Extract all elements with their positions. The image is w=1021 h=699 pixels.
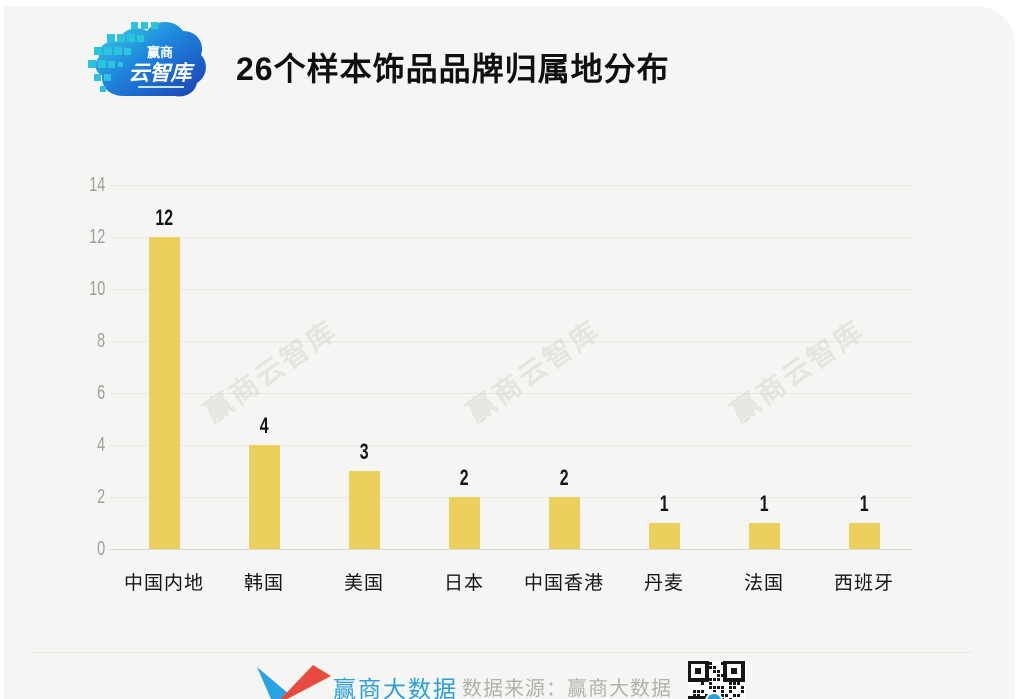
bar-日本 <box>448 497 480 549</box>
y-axis-tick-label: 12 <box>88 226 105 248</box>
logo-text-main: 云智库 <box>129 61 196 85</box>
x-axis-label-中国内地: 中国内地 <box>123 573 204 594</box>
gridline-y12 <box>110 237 913 238</box>
x-axis-label-丹麦: 丹麦 <box>643 573 684 594</box>
wing-blue <box>257 667 289 699</box>
bar-value-label: 2 <box>459 465 469 490</box>
bar-value-label: 1 <box>859 491 869 516</box>
gridline-y2 <box>110 497 913 498</box>
y-axis-tick-label: 6 <box>96 382 105 404</box>
gridline-y0 <box>110 549 913 550</box>
bar-value-label: 2 <box>559 465 569 490</box>
y-axis-tick-label: 14 <box>88 174 105 196</box>
gridline-y4 <box>110 445 913 446</box>
y-axis-tick-label: 8 <box>96 330 105 352</box>
footer-brand-name: 赢商大数据 <box>333 676 458 699</box>
x-axis-label-韩国: 韩国 <box>243 573 284 594</box>
pixel-squares <box>88 22 158 92</box>
bar-西班牙 <box>848 523 880 549</box>
gridline-y8 <box>110 341 913 342</box>
data-source-label: 数据来源：赢商大数据 <box>462 678 672 699</box>
x-axis-label-法国: 法国 <box>743 573 784 594</box>
x-axis-label-中国香港: 中国香港 <box>523 573 604 594</box>
chart-title: 26个样本饰品品牌归属地分布 <box>236 51 670 87</box>
yingshang-cloud-logo: 赢商 云智库 <box>88 22 206 97</box>
bar-法国 <box>748 523 780 549</box>
x-axis-label-西班牙: 西班牙 <box>833 573 894 594</box>
qr-code <box>688 661 746 699</box>
gridline-y6 <box>110 393 913 394</box>
bar-value-label: 1 <box>659 491 669 516</box>
bar-value-label: 12 <box>155 205 173 230</box>
bar-value-label: 4 <box>259 413 269 438</box>
y-axis-tick-label: 4 <box>96 434 105 456</box>
bar-中国内地 <box>148 237 180 549</box>
logo-text-small: 赢商 <box>147 45 173 60</box>
winshang-wings-logo <box>257 665 331 699</box>
wing-red <box>280 665 331 699</box>
y-axis-tick-label: 0 <box>96 538 105 560</box>
bar-丹麦 <box>648 523 680 549</box>
logo-underline <box>138 86 184 88</box>
bar-value-label: 1 <box>759 491 769 516</box>
gridline-y14 <box>110 185 913 186</box>
y-axis-tick-label: 2 <box>96 486 105 508</box>
bar-value-label: 3 <box>359 439 369 464</box>
y-axis-tick-label: 10 <box>88 278 105 300</box>
x-axis-label-日本: 日本 <box>443 573 484 594</box>
footer-divider <box>32 652 973 653</box>
bar-美国 <box>348 471 380 549</box>
bar-韩国 <box>248 445 280 549</box>
gridline-y10 <box>110 289 913 290</box>
bar-中国香港 <box>548 497 580 549</box>
x-axis-label-美国: 美国 <box>343 573 384 594</box>
